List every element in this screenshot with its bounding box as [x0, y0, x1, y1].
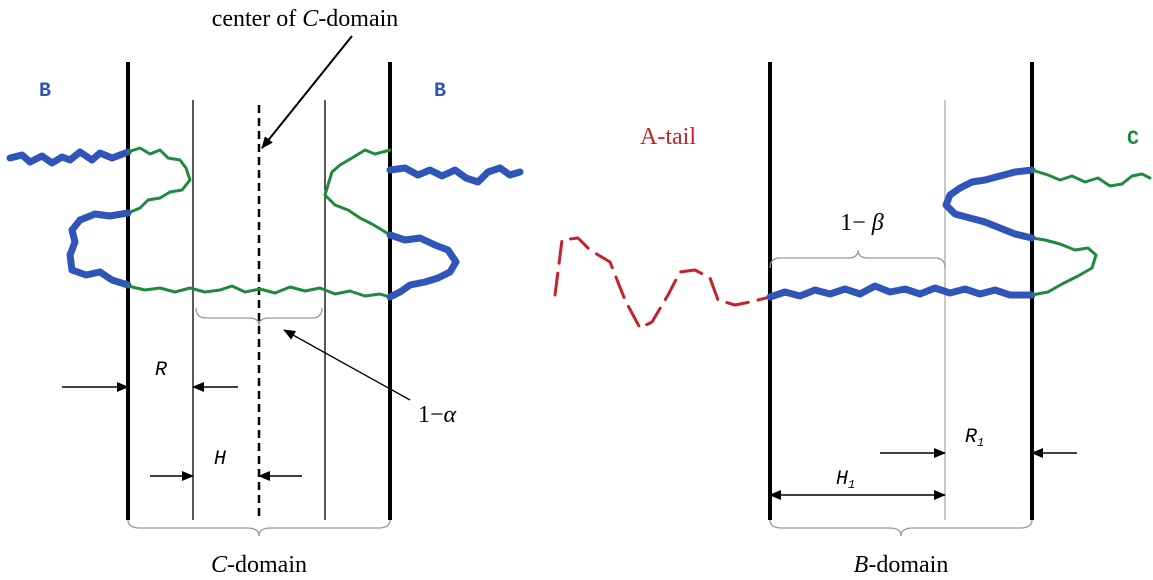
tail-label: A-tail	[640, 124, 696, 150]
h1-label: H1	[836, 468, 855, 492]
c-chain	[1030, 168, 1152, 188]
brace	[127, 519, 391, 537]
c-chain	[126, 284, 392, 299]
alpha-label: 1−α	[418, 402, 457, 428]
brace	[195, 307, 323, 327]
left-panel: B B 1−α R H C-domain	[6, 62, 524, 578]
center-arrow	[261, 35, 353, 149]
block-label: B	[39, 80, 51, 103]
right-panel: A-tail C 1− β R1 H1 B-domain	[553, 62, 1152, 578]
alpha-arrow	[283, 329, 411, 401]
c-chain	[323, 148, 392, 237]
r-label: R	[155, 359, 167, 382]
b-chain	[942, 166, 1036, 242]
b-chain	[66, 209, 132, 289]
brace	[769, 249, 946, 269]
center-label: center of C-domain	[212, 6, 399, 32]
b-chain	[766, 282, 1036, 301]
domain-label: C-domain	[211, 552, 307, 578]
block-label: B	[434, 80, 446, 103]
beta-label: 1− β	[840, 210, 884, 236]
r1-label: R1	[965, 426, 984, 450]
h-label: H	[214, 448, 226, 471]
b-chain	[386, 231, 460, 301]
a-tail	[553, 236, 772, 330]
domain-label: B-domain	[854, 552, 949, 578]
c-chain	[1030, 236, 1098, 297]
brace	[769, 519, 1033, 537]
block-label: C	[1127, 128, 1139, 151]
c-chain	[126, 146, 192, 215]
b-chain	[6, 148, 132, 167]
b-chain	[386, 164, 524, 186]
